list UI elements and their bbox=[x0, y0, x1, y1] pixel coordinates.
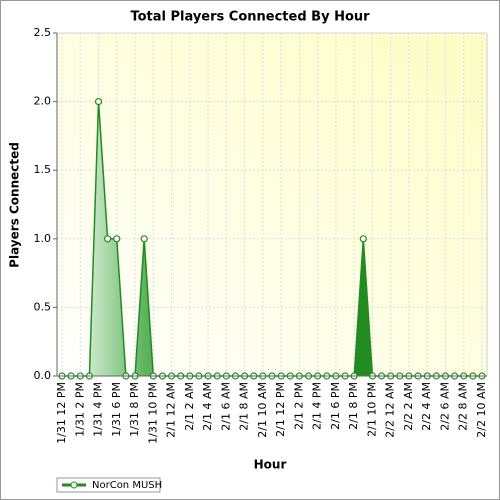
legend-marker bbox=[70, 481, 78, 489]
x-tick-label: 1/31 6 PM bbox=[110, 382, 123, 437]
x-tick-label: 2/1 8 PM bbox=[347, 382, 360, 430]
chart-title: Total Players Connected By Hour bbox=[130, 10, 370, 25]
x-tick-label: 2/2 8 AM bbox=[457, 382, 470, 431]
point bbox=[94, 97, 103, 106]
area bbox=[62, 101, 482, 376]
point bbox=[113, 235, 121, 243]
x-tick-label: 2/1 12 AM bbox=[165, 382, 178, 438]
x-tick-label: 2/1 2 AM bbox=[183, 382, 196, 431]
point bbox=[140, 235, 148, 243]
y-tick-label: 0.0 bbox=[34, 369, 52, 382]
x-tick-label: 1/31 4 PM bbox=[92, 382, 105, 437]
x-axis-title: Hour bbox=[254, 458, 287, 472]
x-tick-label: 2/1 6 PM bbox=[329, 382, 342, 430]
y-tick-label: 0.5 bbox=[34, 300, 52, 313]
plot-area bbox=[56, 32, 488, 377]
y-tick-label: 2.0 bbox=[34, 95, 52, 108]
x-tick-label: 2/1 10 AM bbox=[256, 382, 269, 438]
x-tick-label: 2/1 12 PM bbox=[274, 382, 287, 437]
point bbox=[104, 235, 112, 243]
legend bbox=[56, 477, 161, 493]
x-tick-label: 1/31 12 PM bbox=[55, 382, 68, 444]
x-tick-label: 2/2 6 AM bbox=[438, 382, 451, 431]
x-tick-label: 2/2 12 AM bbox=[384, 382, 397, 438]
x-tick-label: 2/2 4 AM bbox=[420, 382, 433, 431]
x-tick-label: 2/1 2 PM bbox=[292, 382, 305, 430]
x-tick-label: 1/31 2 PM bbox=[73, 382, 86, 437]
x-tick-label: 2/1 4 PM bbox=[311, 382, 324, 430]
point bbox=[359, 235, 367, 243]
x-tick-label: 2/1 6 AM bbox=[219, 382, 232, 431]
y-tick-label: 1.0 bbox=[34, 232, 52, 245]
x-tick-label: 2/1 4 AM bbox=[201, 382, 214, 431]
x-tick-label: 1/31 10 PM bbox=[146, 382, 159, 444]
y-tick-label: 1.5 bbox=[34, 163, 52, 176]
x-tick-label: 2/1 10 PM bbox=[365, 382, 378, 437]
legend-label: NorCon MUSH bbox=[92, 480, 162, 491]
y-axis-title: Players Connected bbox=[8, 142, 22, 268]
x-tick-label: 2/1 8 AM bbox=[238, 382, 251, 431]
x-tick-label: 1/31 8 PM bbox=[128, 382, 141, 437]
x-tick-label: 2/2 10 AM bbox=[475, 382, 488, 438]
y-tick-label: 2.5 bbox=[34, 26, 52, 39]
x-tick-label: 2/2 2 AM bbox=[402, 382, 415, 431]
